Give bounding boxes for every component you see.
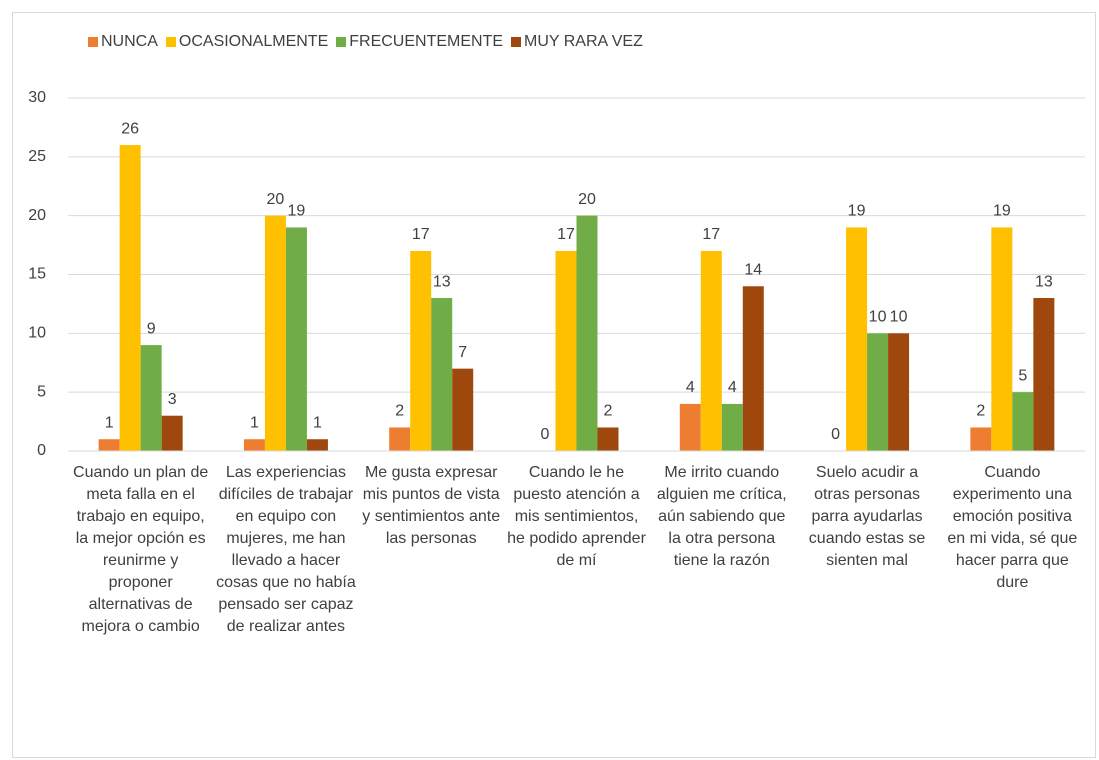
legend-label: FRECUENTEMENTE bbox=[349, 33, 504, 50]
data-label: 2 bbox=[976, 403, 985, 420]
x-tick-label: Cuando experimento una emoción positiva … bbox=[947, 464, 1078, 591]
bar bbox=[991, 227, 1013, 451]
data-label: 17 bbox=[702, 226, 720, 243]
data-label: 19 bbox=[848, 203, 866, 220]
x-tick-label: Suelo acudir a otras personas parra ayud… bbox=[808, 464, 926, 569]
data-label: 17 bbox=[557, 226, 575, 243]
legend: NUNCA OCASIONALMENTE FRECUENTEMENTE MUY RAR… bbox=[88, 33, 643, 51]
data-label: 17 bbox=[412, 226, 430, 243]
legend-item: NUNCA bbox=[88, 33, 158, 51]
data-label: 2 bbox=[395, 403, 404, 420]
bar bbox=[410, 250, 432, 451]
bar bbox=[161, 415, 183, 451]
x-tick-label: Las experiencias difíciles de trabajar e… bbox=[216, 464, 356, 635]
data-label: 3 bbox=[168, 391, 177, 408]
legend-item: OCASIONALMENTE bbox=[165, 33, 329, 51]
bar bbox=[742, 286, 764, 451]
bar bbox=[597, 427, 619, 451]
x-tick-label: Cuando le he puesto atención a mis senti… bbox=[507, 464, 646, 569]
legend-swatch bbox=[165, 37, 176, 47]
data-label: 13 bbox=[433, 273, 451, 290]
data-label: 20 bbox=[267, 191, 285, 208]
legend-swatch bbox=[336, 37, 347, 47]
bar bbox=[679, 403, 701, 451]
bar bbox=[867, 333, 889, 451]
data-label: 1 bbox=[250, 414, 259, 431]
data-label: 5 bbox=[1018, 367, 1027, 384]
bar bbox=[721, 403, 743, 451]
legend-item: FRECUENTEMENTE bbox=[336, 33, 503, 51]
data-label: 4 bbox=[728, 379, 737, 396]
bar bbox=[119, 145, 141, 452]
data-label: 13 bbox=[1035, 273, 1053, 290]
bar bbox=[140, 345, 162, 451]
data-label: 20 bbox=[578, 191, 596, 208]
bar bbox=[888, 333, 910, 451]
bar bbox=[306, 439, 328, 451]
legend-label: OCASIONALMENTE bbox=[178, 33, 329, 50]
data-label: 0 bbox=[831, 426, 840, 443]
x-tick-label: Me gusta expresar mis puntos de vista y … bbox=[362, 464, 501, 547]
chart-border bbox=[12, 12, 1096, 758]
bar bbox=[389, 427, 411, 451]
bar bbox=[970, 427, 992, 451]
x-tick-label: Me irrito cuando alguien me crítica, aún… bbox=[656, 464, 787, 569]
data-label: 19 bbox=[993, 203, 1011, 220]
y-tick-label: 25 bbox=[28, 148, 46, 165]
y-tick-label: 20 bbox=[28, 207, 46, 224]
data-label: 4 bbox=[686, 379, 695, 396]
legend-label: MUY RARA VEZ bbox=[524, 33, 643, 50]
data-label: 14 bbox=[744, 261, 762, 278]
legend-label: NUNCA bbox=[101, 33, 158, 50]
bar bbox=[1033, 298, 1055, 451]
data-label: 1 bbox=[105, 414, 114, 431]
data-label: 9 bbox=[147, 320, 156, 337]
bar bbox=[264, 215, 286, 451]
bar bbox=[452, 368, 474, 451]
y-tick-label: 30 bbox=[28, 89, 46, 106]
bar bbox=[1012, 392, 1034, 451]
legend-item: MUY RARA VEZ bbox=[511, 33, 643, 51]
data-label: 10 bbox=[869, 309, 887, 326]
bar bbox=[243, 439, 265, 451]
data-label: 1 bbox=[313, 414, 322, 431]
bar bbox=[555, 250, 577, 451]
bar bbox=[700, 250, 722, 451]
bar bbox=[285, 227, 307, 451]
data-label: 2 bbox=[604, 403, 613, 420]
data-label: 10 bbox=[890, 309, 908, 326]
legend-swatch bbox=[88, 37, 98, 47]
y-tick-label: 0 bbox=[37, 442, 46, 459]
data-label: 19 bbox=[288, 203, 306, 220]
legend-swatch bbox=[511, 37, 522, 47]
bar bbox=[431, 298, 453, 451]
x-tick-label: Cuando un plan de meta falla en el traba… bbox=[73, 464, 209, 635]
bar bbox=[98, 439, 120, 451]
y-tick-label: 5 bbox=[37, 383, 46, 400]
y-tick-label: 15 bbox=[28, 266, 46, 283]
data-label: 0 bbox=[541, 426, 550, 443]
bar bbox=[846, 227, 868, 451]
bar bbox=[576, 215, 598, 451]
y-tick-label: 10 bbox=[28, 325, 46, 342]
data-label: 7 bbox=[458, 344, 467, 361]
data-label: 26 bbox=[121, 120, 139, 137]
